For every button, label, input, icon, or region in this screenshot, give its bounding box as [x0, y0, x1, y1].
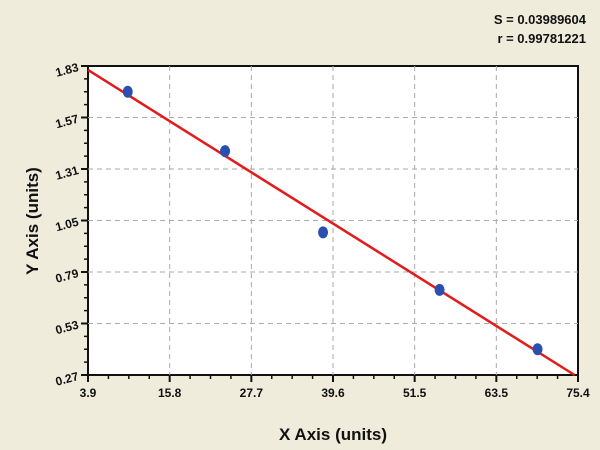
x-tick-label: 27.7	[240, 386, 264, 400]
s-value: S = 0.03989604	[493, 12, 586, 27]
y-tick-label: 1.83	[54, 60, 80, 80]
x-tick-label: 3.9	[80, 386, 97, 400]
data-point	[532, 343, 543, 356]
data-point	[220, 145, 231, 158]
y-tick-label: 0.79	[54, 266, 80, 286]
x-tick-label: 39.6	[321, 386, 345, 400]
data-point	[318, 226, 329, 239]
y-axis-label: Y Axis (units)	[23, 167, 42, 275]
x-tick-label: 63.5	[485, 386, 509, 400]
y-tick-label: 1.31	[54, 163, 80, 183]
fit-statistics: S = 0.03989604 r = 0.99781221	[494, 10, 586, 48]
y-tick-label: 1.05	[54, 215, 80, 235]
fit-line	[87, 68, 576, 377]
r-value: r = 0.99781221	[497, 31, 586, 46]
y-tick-label: 1.57	[54, 112, 80, 132]
x-tick-label: 75.4	[566, 386, 590, 400]
y-tick-label: 0.27	[54, 369, 80, 389]
x-tick-label: 15.8	[158, 386, 182, 400]
x-tick-label: 51.5	[403, 386, 427, 400]
x-axis-label: X Axis (units)	[279, 425, 387, 444]
data-point	[434, 283, 445, 296]
data-point	[122, 85, 133, 98]
y-tick-label: 0.53	[54, 318, 80, 338]
